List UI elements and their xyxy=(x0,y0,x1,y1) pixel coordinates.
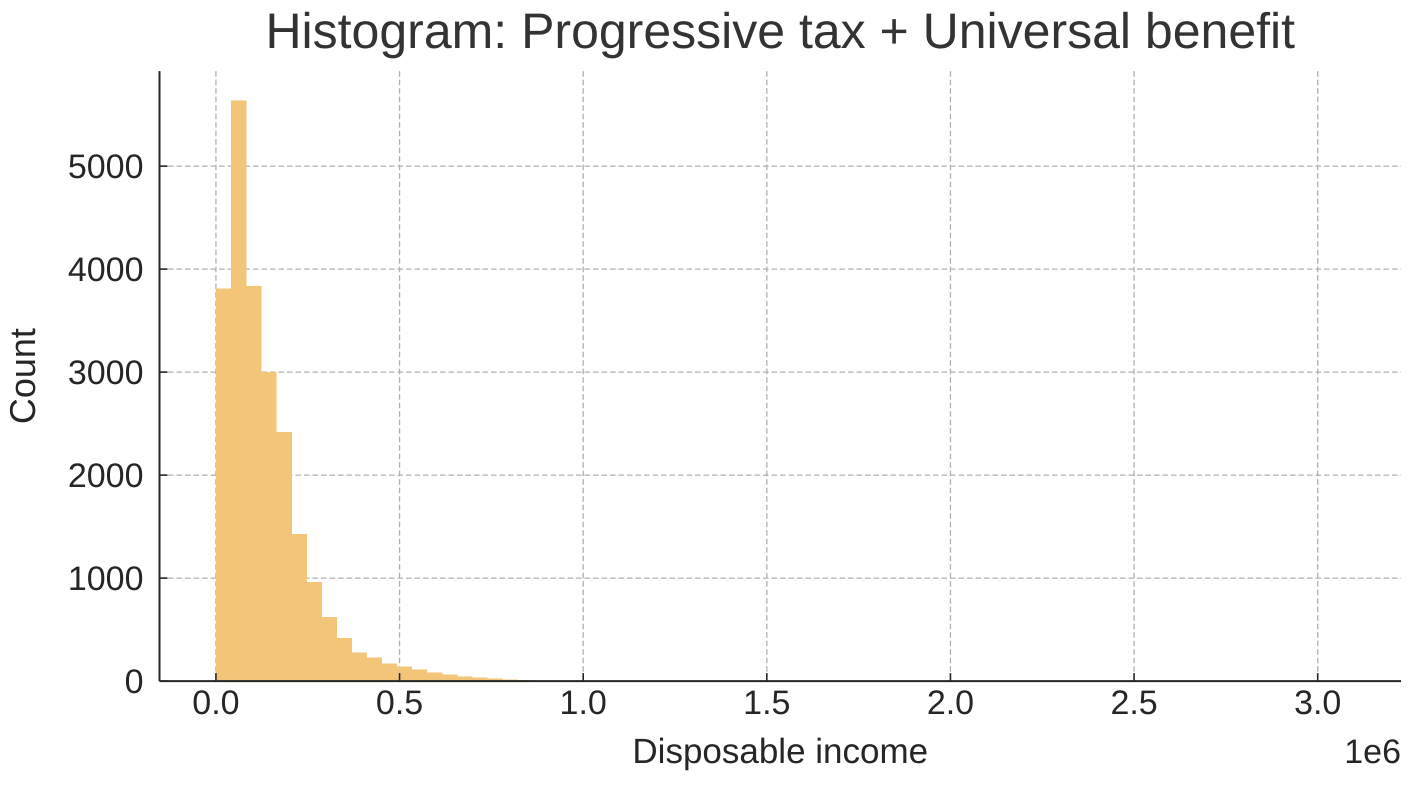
svg-text:2000: 2000 xyxy=(68,457,144,495)
svg-text:0.5: 0.5 xyxy=(376,684,423,722)
svg-text:Count: Count xyxy=(2,328,43,424)
svg-text:1e6: 1e6 xyxy=(1344,733,1401,771)
svg-text:3000: 3000 xyxy=(68,354,144,392)
svg-text:0: 0 xyxy=(125,663,144,701)
svg-text:5000: 5000 xyxy=(68,148,144,186)
svg-text:0.0: 0.0 xyxy=(192,684,239,722)
svg-text:2.5: 2.5 xyxy=(1110,684,1157,722)
svg-text:2.0: 2.0 xyxy=(927,684,974,722)
svg-text:1000: 1000 xyxy=(68,560,144,598)
svg-text:4000: 4000 xyxy=(68,251,144,289)
svg-text:1.0: 1.0 xyxy=(560,684,607,722)
svg-text:3.0: 3.0 xyxy=(1294,684,1341,722)
svg-text:1.5: 1.5 xyxy=(743,684,790,722)
svg-text:Disposable income: Disposable income xyxy=(632,732,928,771)
svg-text:Histogram: Progressive tax + U: Histogram: Progressive tax + Universal b… xyxy=(265,3,1295,59)
